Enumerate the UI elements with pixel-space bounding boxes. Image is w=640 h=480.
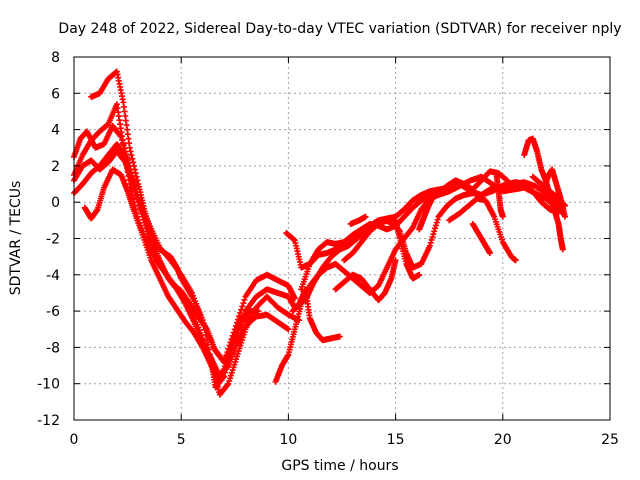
data-point <box>504 177 511 184</box>
data-point <box>127 148 134 155</box>
series-track-13 <box>332 257 399 304</box>
data-point <box>499 213 506 220</box>
data-point <box>136 202 143 209</box>
y-tick-label: 0 <box>51 195 60 211</box>
x-tick-label: 15 <box>387 432 405 448</box>
y-axis-label: SDTVAR / TECUs <box>8 181 24 296</box>
chart-title: Day 248 of 2022, Sidereal Day-to-day VTE… <box>58 21 621 37</box>
y-tick-label: -8 <box>46 340 60 356</box>
x-tick-label: 0 <box>70 432 79 448</box>
data-point <box>132 170 139 177</box>
series-track-18 <box>416 195 436 233</box>
data-point <box>561 202 568 209</box>
data-point <box>139 213 146 220</box>
data-point <box>121 145 128 152</box>
data-point <box>255 308 262 315</box>
gridlines <box>74 57 610 420</box>
x-tick-label: 20 <box>494 432 512 448</box>
data-point <box>137 205 144 212</box>
data-point <box>133 173 140 180</box>
data-point <box>130 159 137 166</box>
x-tick-label: 25 <box>601 432 619 448</box>
data-point <box>427 239 434 246</box>
data-point <box>118 133 125 140</box>
data-point <box>239 303 246 310</box>
data-point <box>143 225 150 232</box>
data-point <box>433 219 440 226</box>
data-point <box>432 222 439 229</box>
x-axis-label: GPS time / hours <box>281 458 398 474</box>
series-track-10 <box>298 168 511 293</box>
data-point <box>432 225 439 232</box>
series-track-5 <box>81 166 262 384</box>
data-point <box>224 381 231 388</box>
series-track-17 <box>493 170 506 220</box>
series-track-15 <box>446 195 519 264</box>
y-tick-label: 8 <box>51 50 60 66</box>
axis-ticks: 0 5 10 15 20 25 -12 -10 -8 -6 -4 -2 0 2 4 6 8 <box>37 50 619 448</box>
series-track-14 <box>347 213 369 227</box>
data-point <box>434 216 441 223</box>
series-track-6 <box>71 141 253 365</box>
data-point <box>559 246 566 253</box>
data-point <box>117 132 124 139</box>
data-point <box>246 313 253 320</box>
data-point <box>128 152 135 159</box>
data-point <box>119 139 126 146</box>
data-point <box>129 155 136 162</box>
data-point <box>137 207 144 214</box>
data-point <box>238 306 245 313</box>
data-point <box>336 333 343 340</box>
data-point <box>486 250 493 257</box>
data-point <box>221 363 228 370</box>
data-point <box>362 213 369 220</box>
y-tick-label: 6 <box>51 86 60 102</box>
data-point <box>237 309 244 316</box>
series-track-16 <box>469 220 493 257</box>
y-tick-label: -10 <box>37 377 60 393</box>
data-point <box>429 234 436 241</box>
data-point <box>134 177 141 184</box>
x-tick-label: 5 <box>177 432 186 448</box>
series-track-11 <box>289 286 343 344</box>
data-point <box>426 242 433 249</box>
data-point <box>285 326 292 333</box>
series-track-12 <box>341 217 423 282</box>
data-point <box>416 271 423 278</box>
data-series <box>71 68 568 398</box>
data-point <box>512 257 519 264</box>
y-tick-label: -6 <box>46 304 60 320</box>
y-tick-label: -4 <box>46 268 60 284</box>
data-point <box>431 228 438 235</box>
data-point <box>140 216 147 223</box>
data-point <box>392 257 399 264</box>
data-point <box>561 213 568 220</box>
data-point <box>240 300 247 307</box>
data-point <box>291 295 298 302</box>
data-point <box>138 210 145 217</box>
y-tick-label: -2 <box>46 232 60 248</box>
y-tick-label: 2 <box>51 159 60 175</box>
data-point <box>429 195 436 202</box>
data-point <box>126 144 133 151</box>
y-tick-label: -12 <box>37 413 60 429</box>
data-point <box>428 236 435 243</box>
data-point <box>241 296 248 303</box>
data-point <box>142 222 149 229</box>
data-point <box>135 199 142 206</box>
data-point <box>221 366 228 373</box>
data-point <box>120 142 127 149</box>
y-tick-label: 4 <box>51 123 60 139</box>
x-tick-label: 10 <box>279 432 297 448</box>
series-track-21 <box>529 173 568 209</box>
data-point <box>119 136 126 143</box>
data-point <box>430 231 437 238</box>
data-point <box>131 166 138 173</box>
data-point <box>131 162 138 169</box>
data-point <box>141 219 148 226</box>
